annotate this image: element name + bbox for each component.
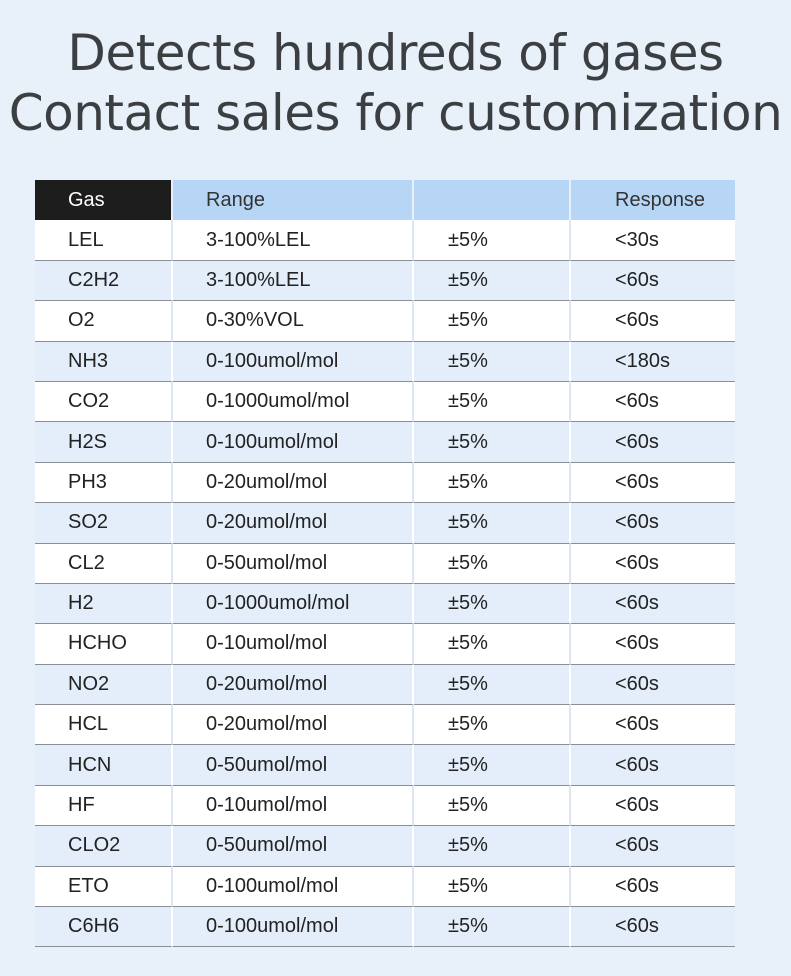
cell-gas: NH3 [35, 341, 173, 382]
table-row: C6H6 0-100umol/mol ±5% <60s [35, 907, 735, 948]
cell-response: <30s [571, 220, 735, 261]
cell-accuracy: ±5% [414, 503, 571, 544]
table-row: C2H2 3-100%LEL ±5% <60s [35, 260, 735, 302]
cell-response: <60s [571, 543, 735, 584]
gas-spec-table: Gas Range Response LEL 3-100%LEL ±5% <30s C2… [35, 180, 735, 948]
headline-line-2: Contact sales for customization [8, 84, 783, 142]
cell-gas: HF [35, 785, 173, 827]
cell-accuracy: ±5% [414, 381, 571, 423]
cell-gas: PH3 [35, 462, 173, 504]
cell-gas: CLO2 [35, 826, 173, 867]
cell-range: 0-1000umol/mol [173, 381, 414, 423]
table-row: H2 0-1000umol/mol ±5% <60s [35, 583, 735, 625]
cell-accuracy: ±5% [414, 826, 571, 867]
cell-accuracy: ±5% [414, 866, 571, 908]
table-row: NO2 0-20umol/mol ±5% <60s [35, 664, 735, 706]
table-row: CLO2 0-50umol/mol ±5% <60s [35, 826, 735, 867]
cell-range: 0-100umol/mol [173, 907, 414, 948]
cell-range: 0-20umol/mol [173, 664, 414, 706]
cell-range: 0-20umol/mol [173, 503, 414, 544]
table-row: HF 0-10umol/mol ±5% <60s [35, 785, 735, 827]
cell-range: 0-50umol/mol [173, 745, 414, 786]
cell-accuracy: ±5% [414, 543, 571, 584]
cell-response: <60s [571, 381, 735, 423]
cell-response: <60s [571, 826, 735, 867]
cell-accuracy: ±5% [414, 907, 571, 948]
cell-accuracy: ±5% [414, 260, 571, 302]
cell-range: 0-100umol/mol [173, 866, 414, 908]
cell-response: <60s [571, 745, 735, 786]
cell-range: 0-20umol/mol [173, 462, 414, 504]
cell-gas: HCL [35, 705, 173, 746]
cell-range: 0-30%VOL [173, 301, 414, 342]
cell-range: 0-50umol/mol [173, 543, 414, 584]
table-row: O2 0-30%VOL ±5% <60s [35, 301, 735, 342]
cell-gas: ETO [35, 866, 173, 908]
cell-accuracy: ±5% [414, 422, 571, 463]
cell-response: <60s [571, 664, 735, 706]
cell-gas: CL2 [35, 543, 173, 584]
cell-response: <60s [571, 462, 735, 504]
cell-response: <60s [571, 705, 735, 746]
cell-range: 3-100%LEL [173, 220, 414, 261]
cell-accuracy: ±5% [414, 745, 571, 786]
cell-response: <60s [571, 422, 735, 463]
cell-response: <60s [571, 785, 735, 827]
cell-accuracy: ±5% [414, 785, 571, 827]
cell-gas: H2S [35, 422, 173, 463]
headline-line-1: Detects hundreds of gases [67, 24, 724, 82]
table-row: CO2 0-1000umol/mol ±5% <60s [35, 381, 735, 423]
cell-gas: CO2 [35, 381, 173, 423]
header-accuracy [414, 180, 571, 221]
cell-accuracy: ±5% [414, 624, 571, 665]
header-response: Response [571, 180, 735, 221]
cell-accuracy: ±5% [414, 583, 571, 625]
cell-accuracy: ±5% [414, 705, 571, 746]
table-row: PH3 0-20umol/mol ±5% <60s [35, 462, 735, 504]
cell-gas: NO2 [35, 664, 173, 706]
table-row: SO2 0-20umol/mol ±5% <60s [35, 503, 735, 544]
cell-gas: C6H6 [35, 907, 173, 948]
cell-accuracy: ±5% [414, 462, 571, 504]
table-row: HCHO 0-10umol/mol ±5% <60s [35, 624, 735, 665]
cell-gas: LEL [35, 220, 173, 261]
cell-range: 0-1000umol/mol [173, 583, 414, 625]
cell-range: 0-10umol/mol [173, 624, 414, 665]
table-row: H2S 0-100umol/mol ±5% <60s [35, 422, 735, 463]
table-header-row: Gas Range Response [35, 180, 735, 221]
cell-gas: C2H2 [35, 260, 173, 302]
table-row: HCN 0-50umol/mol ±5% <60s [35, 745, 735, 786]
cell-gas: SO2 [35, 503, 173, 544]
cell-gas: O2 [35, 301, 173, 342]
cell-range: 0-20umol/mol [173, 705, 414, 746]
cell-range: 0-10umol/mol [173, 785, 414, 827]
cell-gas: HCN [35, 745, 173, 786]
cell-range: 3-100%LEL [173, 260, 414, 302]
cell-response: <60s [571, 907, 735, 948]
cell-response: <60s [571, 260, 735, 302]
table-row: HCL 0-20umol/mol ±5% <60s [35, 705, 735, 746]
table-row: NH3 0-100umol/mol ±5% <180s [35, 341, 735, 382]
table-row: CL2 0-50umol/mol ±5% <60s [35, 543, 735, 584]
cell-range: 0-50umol/mol [173, 826, 414, 867]
cell-response: <60s [571, 503, 735, 544]
cell-response: <60s [571, 866, 735, 908]
table-row: LEL 3-100%LEL ±5% <30s [35, 220, 735, 261]
cell-range: 0-100umol/mol [173, 422, 414, 463]
cell-accuracy: ±5% [414, 341, 571, 382]
cell-range: 0-100umol/mol [173, 341, 414, 382]
cell-response: <60s [571, 583, 735, 625]
header-range: Range [173, 180, 414, 221]
cell-accuracy: ±5% [414, 664, 571, 706]
cell-response: <60s [571, 624, 735, 665]
header-gas: Gas [35, 180, 173, 221]
cell-response: <180s [571, 341, 735, 382]
cell-accuracy: ±5% [414, 301, 571, 342]
cell-gas: H2 [35, 583, 173, 625]
cell-accuracy: ±5% [414, 220, 571, 261]
cell-response: <60s [571, 301, 735, 342]
cell-gas: HCHO [35, 624, 173, 665]
table-row: ETO 0-100umol/mol ±5% <60s [35, 866, 735, 908]
